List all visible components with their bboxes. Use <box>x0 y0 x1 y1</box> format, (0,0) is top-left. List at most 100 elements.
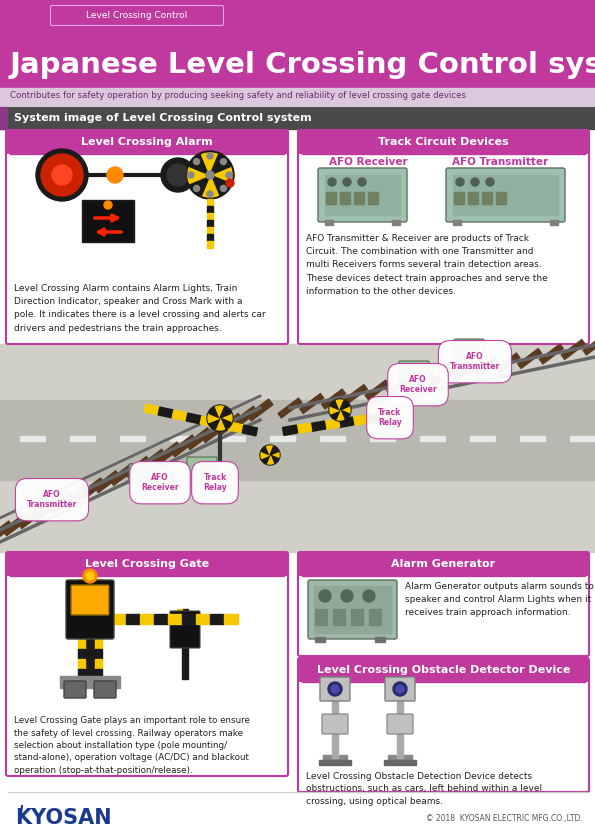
Text: AFO Transmitter: AFO Transmitter <box>452 157 548 167</box>
Wedge shape <box>190 175 210 196</box>
Text: Track
Relay: Track Relay <box>378 408 402 428</box>
Bar <box>168 614 182 624</box>
Circle shape <box>396 685 404 693</box>
Circle shape <box>206 171 214 179</box>
Bar <box>324 419 340 429</box>
Bar <box>95 639 102 649</box>
Bar <box>332 688 338 758</box>
Bar <box>302 672 585 682</box>
Bar <box>340 192 350 204</box>
Circle shape <box>52 165 72 185</box>
Bar <box>453 220 461 225</box>
Circle shape <box>193 159 199 165</box>
Bar <box>392 220 400 225</box>
Bar <box>397 688 403 758</box>
FancyBboxPatch shape <box>298 552 589 576</box>
Bar <box>0 344 595 552</box>
Bar <box>0 107 7 129</box>
Text: AFO
Transmitter: AFO Transmitter <box>27 490 77 509</box>
Bar <box>496 192 506 204</box>
Circle shape <box>319 590 331 602</box>
Bar <box>482 192 492 204</box>
Bar <box>296 423 312 433</box>
Text: AFO
Receiver: AFO Receiver <box>141 473 179 493</box>
Bar <box>78 619 85 629</box>
Circle shape <box>329 399 351 421</box>
Bar <box>0 790 595 832</box>
Bar <box>207 213 213 220</box>
Circle shape <box>193 186 199 191</box>
Circle shape <box>486 178 494 186</box>
Bar <box>95 669 102 679</box>
Circle shape <box>107 167 123 183</box>
Bar <box>323 755 347 763</box>
Bar <box>170 436 195 441</box>
Wedge shape <box>340 410 349 419</box>
Bar <box>78 599 85 609</box>
Text: Contributes for safety operation by producing seeking safety and reliability of : Contributes for safety operation by prod… <box>10 92 466 101</box>
Wedge shape <box>220 414 232 423</box>
Bar <box>228 422 243 433</box>
Circle shape <box>207 153 213 159</box>
Bar <box>95 599 102 609</box>
Bar <box>207 206 213 213</box>
FancyBboxPatch shape <box>66 580 114 639</box>
Circle shape <box>220 159 227 165</box>
Bar <box>186 413 202 423</box>
FancyBboxPatch shape <box>320 677 350 701</box>
Circle shape <box>226 172 232 178</box>
Bar <box>177 630 182 637</box>
Text: Japanese Level Crossing Control system: Japanese Level Crossing Control system <box>10 51 595 79</box>
Bar <box>60 676 120 688</box>
FancyBboxPatch shape <box>446 168 565 222</box>
FancyBboxPatch shape <box>6 552 288 576</box>
Bar <box>85 579 95 679</box>
FancyBboxPatch shape <box>6 130 288 154</box>
Bar <box>84 202 132 240</box>
Bar <box>325 220 333 225</box>
Bar <box>95 629 102 639</box>
Bar <box>370 436 395 441</box>
Bar <box>182 609 188 679</box>
FancyBboxPatch shape <box>71 585 109 615</box>
Bar <box>95 619 102 629</box>
Text: Track
Relay: Track Relay <box>203 473 227 493</box>
Bar <box>315 609 327 625</box>
FancyBboxPatch shape <box>298 658 589 682</box>
Wedge shape <box>262 455 270 463</box>
Bar <box>339 417 353 428</box>
Wedge shape <box>215 406 224 418</box>
Bar <box>570 436 595 441</box>
Text: Level Crossing Gate plays an important role to ensure
the safety of level crossi: Level Crossing Gate plays an important r… <box>14 716 250 775</box>
Wedge shape <box>267 455 274 464</box>
Circle shape <box>41 154 83 196</box>
Bar <box>351 609 363 625</box>
Text: AFO
Receiver: AFO Receiver <box>399 375 437 394</box>
Circle shape <box>186 151 234 199</box>
Text: Alarm Generator outputs alarm sounds to
speaker and control Alarm Lights when it: Alarm Generator outputs alarm sounds to … <box>405 582 594 617</box>
Text: © 2018  KYOSAN ELECTRIC MFG.CO.,LTD.: © 2018 KYOSAN ELECTRIC MFG.CO.,LTD. <box>426 814 583 823</box>
Circle shape <box>358 178 366 186</box>
Wedge shape <box>261 452 270 458</box>
Bar <box>210 614 224 624</box>
Wedge shape <box>331 410 340 419</box>
Bar <box>207 234 213 241</box>
Wedge shape <box>336 400 344 410</box>
FancyBboxPatch shape <box>298 130 589 154</box>
Text: AFO
Transmitter: AFO Transmitter <box>450 352 500 371</box>
Bar <box>172 410 187 421</box>
Bar <box>302 144 585 154</box>
Circle shape <box>36 149 88 201</box>
FancyBboxPatch shape <box>298 658 589 792</box>
Wedge shape <box>210 166 232 183</box>
Bar <box>154 614 168 624</box>
FancyBboxPatch shape <box>399 361 429 381</box>
Bar <box>320 436 345 441</box>
Bar <box>177 637 182 644</box>
Circle shape <box>393 682 407 696</box>
FancyBboxPatch shape <box>387 714 413 734</box>
Circle shape <box>207 191 213 197</box>
Bar <box>315 637 325 642</box>
Bar <box>78 579 85 589</box>
Bar <box>311 421 325 431</box>
